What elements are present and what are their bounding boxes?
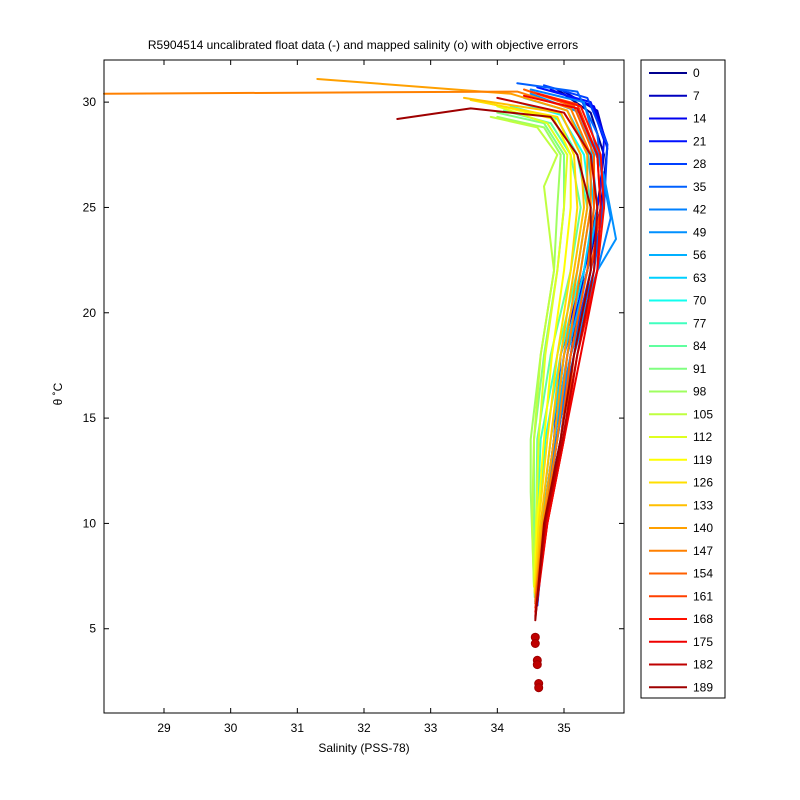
legend-item-175: 175: [649, 635, 713, 649]
legend-item-7: 7: [649, 89, 700, 103]
series-line-189: [396, 107, 592, 622]
chart-title: R5904514 uncalibrated float data (-) and…: [148, 38, 578, 52]
legend-item-182: 182: [649, 658, 713, 672]
legend-item-56: 56: [649, 248, 707, 262]
legend-item-112: 112: [649, 430, 712, 444]
legend-label-126: 126: [693, 476, 713, 490]
legend-label-133: 133: [693, 498, 713, 512]
legend-box: [640, 59, 726, 699]
y-tick-label-10: 10: [83, 516, 97, 530]
x-tick-label-31: 31: [291, 721, 305, 735]
legend-label-56: 56: [693, 248, 707, 262]
legend-item-70: 70: [649, 294, 707, 308]
legend-item-105: 105: [649, 407, 713, 421]
series-line-105: [489, 115, 559, 588]
legend-item-63: 63: [649, 271, 707, 285]
legend-label-161: 161: [693, 589, 713, 603]
legend-item-147: 147: [649, 544, 713, 558]
mapped-salinity-point-3: [532, 660, 542, 670]
x-tick-label-29: 29: [157, 721, 171, 735]
legend-label-119: 119: [693, 453, 712, 467]
y-tick-label-20: 20: [83, 306, 97, 320]
series-layer: [103, 78, 617, 622]
legend-item-98: 98: [649, 385, 707, 399]
x-tick-label-35: 35: [557, 721, 571, 735]
legend-label-182: 182: [693, 658, 713, 672]
y-tick-label-5: 5: [89, 622, 96, 636]
legend: 0 7 14 21 28 35 42 49 56 63 70 77 84 91 98 105 112 119 126…: [640, 59, 726, 699]
legend-label-42: 42: [693, 203, 707, 217]
legend-items: 0 7 14 21 28 35 42 49 56 63 70 77 84 91 98 105 112 119 126…: [649, 66, 713, 694]
legend-item-126: 126: [649, 476, 713, 490]
legend-label-98: 98: [693, 385, 707, 399]
legend-label-0: 0: [693, 66, 700, 80]
legend-item-140: 140: [649, 521, 713, 535]
legend-label-105: 105: [693, 407, 713, 421]
legend-item-77: 77: [649, 316, 707, 330]
legend-label-14: 14: [693, 112, 707, 126]
y-axis-title: θ ˚C: [51, 382, 65, 405]
y-tick-label-30: 30: [83, 95, 97, 109]
legend-label-84: 84: [693, 339, 707, 353]
legend-item-28: 28: [649, 157, 707, 171]
legend-label-154: 154: [693, 567, 713, 581]
legend-item-21: 21: [649, 134, 707, 148]
legend-item-49: 49: [649, 225, 707, 239]
x-tick-label-33: 33: [424, 721, 438, 735]
x-tick-label-34: 34: [491, 721, 505, 735]
x-tick-label-32: 32: [357, 721, 371, 735]
legend-item-84: 84: [649, 339, 707, 353]
series-line-182: [496, 96, 599, 620]
legend-label-112: 112: [693, 430, 712, 444]
y-tick-label-15: 15: [83, 411, 97, 425]
legend-item-161: 161: [649, 589, 713, 603]
legend-item-14: 14: [649, 112, 707, 126]
mapped-salinity-point-1: [530, 639, 540, 648]
plot-area: 29 30 31 32 33 34 35 5 10 15 20 25 30: [83, 59, 625, 735]
series-line-175: [523, 94, 602, 618]
legend-label-63: 63: [693, 271, 707, 285]
legend-label-168: 168: [693, 612, 713, 626]
legend-label-21: 21: [693, 134, 707, 148]
legend-label-91: 91: [693, 362, 707, 376]
legend-label-7: 7: [693, 89, 700, 103]
legend-label-28: 28: [693, 157, 707, 171]
legend-label-35: 35: [693, 180, 707, 194]
series-line-140: [316, 78, 589, 601]
legend-item-133: 133: [649, 498, 713, 512]
legend-item-154: 154: [649, 567, 713, 581]
legend-item-189: 189: [649, 680, 713, 694]
y-axis-ticks: 5 10 15 20 25 30: [83, 95, 624, 636]
legend-item-35: 35: [649, 180, 707, 194]
x-axis-ticks: 29 30 31 32 33 34 35: [157, 60, 571, 735]
series-line-126: [469, 99, 579, 594]
legend-item-0: 0: [649, 66, 700, 80]
legend-label-147: 147: [693, 544, 713, 558]
series-line-112: [496, 105, 569, 588]
series-line-133: [463, 96, 585, 599]
legend-label-189: 189: [693, 680, 713, 694]
mapped-salinity-points: [530, 632, 544, 693]
legend-item-168: 168: [649, 612, 713, 626]
legend-label-175: 175: [693, 635, 713, 649]
legend-item-42: 42: [649, 203, 707, 217]
legend-label-77: 77: [693, 316, 707, 330]
mapped-salinity-point-5: [534, 683, 544, 693]
legend-label-70: 70: [693, 294, 707, 308]
legend-label-49: 49: [693, 225, 707, 239]
y-tick-label-25: 25: [83, 200, 97, 214]
legend-item-91: 91: [649, 362, 707, 376]
x-axis-title: Salinity (PSS-78): [318, 741, 409, 755]
legend-item-119: 119: [649, 453, 712, 467]
legend-label-140: 140: [693, 521, 713, 535]
x-tick-label-30: 30: [224, 721, 238, 735]
